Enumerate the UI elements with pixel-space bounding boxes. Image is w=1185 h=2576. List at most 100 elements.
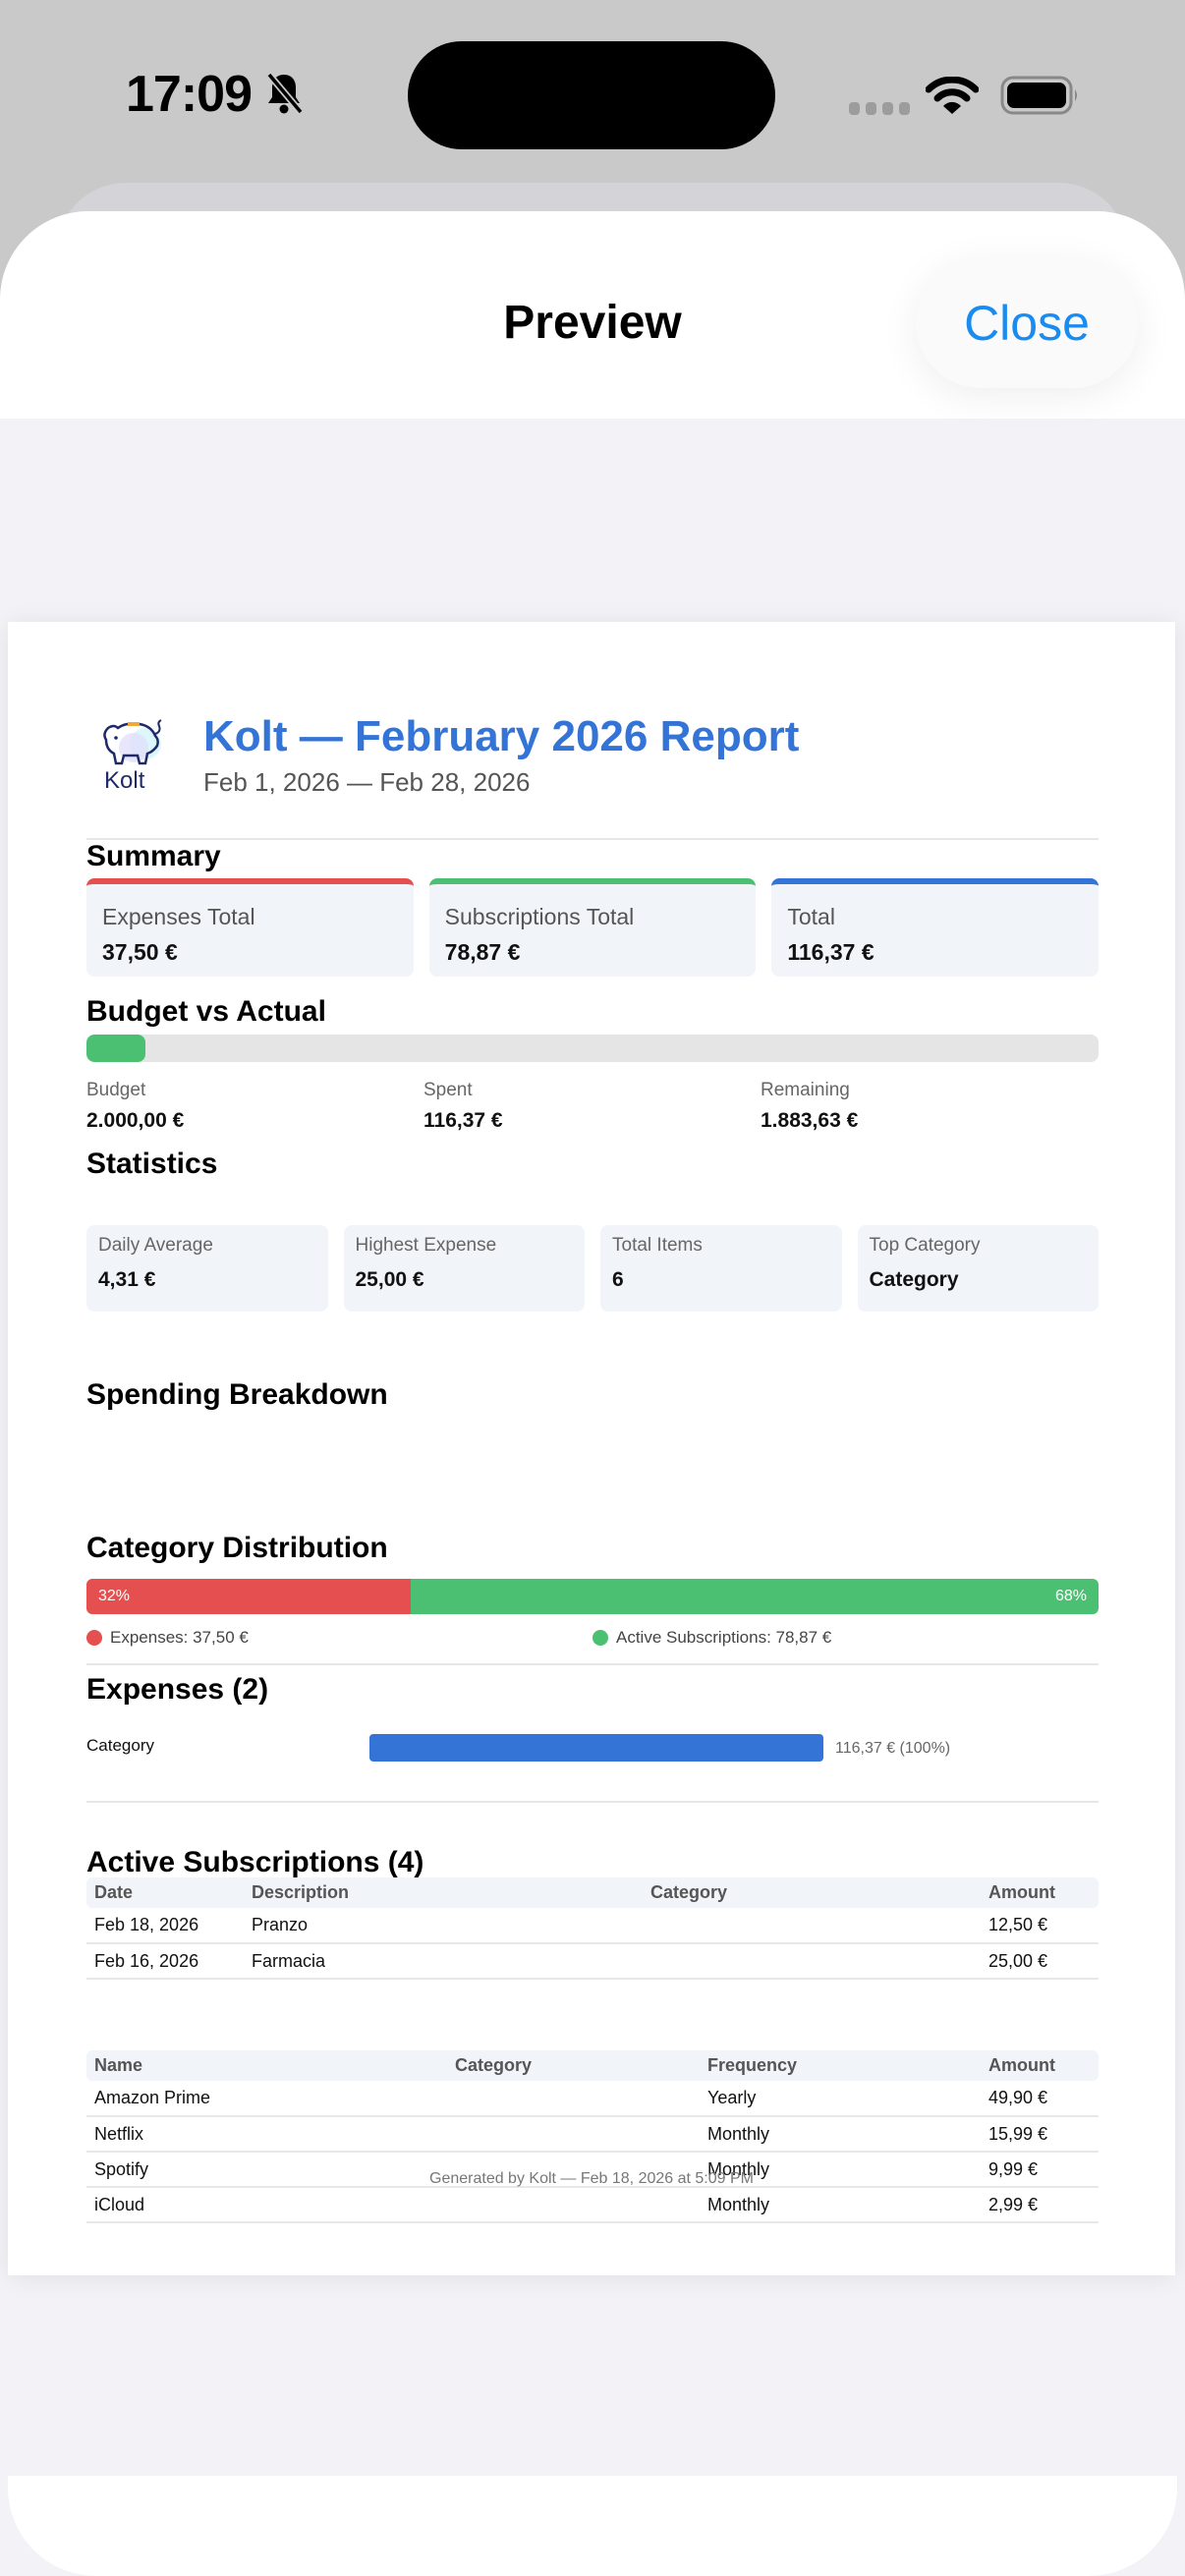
table-header-row: Date Description Category Amount — [86, 1877, 1099, 1908]
summary-card-subscriptions: Subscriptions Total 78,87 € — [428, 878, 757, 977]
table-row: iCloud Monthly 2,99 € — [86, 2187, 1099, 2223]
cell-description: Pranzo — [244, 1908, 643, 1944]
legend-dot-icon — [592, 1630, 608, 1646]
summary-card-total: Total 116,37 € — [771, 878, 1100, 977]
divider — [86, 1663, 1099, 1665]
spending-breakdown-bar: 32% 68% — [86, 1579, 1099, 1614]
summary-cards: Expenses Total 37,50 € Subscriptions Tot… — [86, 878, 1100, 977]
stat-value: 25,00 € — [355, 1268, 424, 1291]
report-title: Kolt — February 2026 Report — [203, 712, 800, 760]
cell-frequency: Yearly — [700, 2081, 981, 2117]
cell-category — [643, 1943, 981, 1980]
divider — [86, 1801, 1099, 1803]
report-page[interactable]: Kolt Kolt — February 2026 Report Feb 1, … — [8, 622, 1175, 2275]
summary-title: Summary — [86, 840, 221, 872]
legend-item-expenses: Expenses: 37,50 € — [86, 1628, 592, 1648]
cell-frequency: Monthly — [700, 2187, 981, 2223]
summary-label: Subscriptions Total — [444, 904, 635, 929]
budget-stat-budget: Budget 2.000,00 € — [86, 1080, 423, 1133]
cell-category — [447, 2152, 700, 2188]
summary-value: 116,37 € — [787, 939, 875, 965]
summary-label: Expenses Total — [102, 904, 255, 929]
cell-frequency: Monthly — [700, 2152, 981, 2188]
dynamic-island — [408, 41, 775, 149]
stat-card-highest-expense: Highest Expense 25,00 € — [343, 1225, 585, 1312]
column-header: Name — [94, 2055, 143, 2075]
logo-text: Kolt — [104, 767, 145, 794]
stat-value: Category — [869, 1268, 959, 1291]
cell-amount: 9,99 € — [981, 2152, 1099, 2188]
stat-label: Top Category — [869, 1235, 981, 1256]
statistics-title: Statistics — [86, 1148, 218, 1180]
category-name: Category — [86, 1736, 154, 1755]
summary-card-expenses: Expenses Total 37,50 € — [86, 878, 414, 977]
table-row: Amazon Prime Yearly 49,90 € — [86, 2081, 1099, 2117]
table-row: Netflix Monthly 15,99 € — [86, 2116, 1099, 2153]
preview-sheet: Preview Close Kolt Kolt — February 2026 … — [0, 211, 1185, 2576]
cell-amount: 25,00 € — [981, 1943, 1099, 1980]
close-button[interactable]: Close — [916, 258, 1138, 388]
subscriptions-title: Active Subscriptions (4) — [86, 1846, 424, 1878]
table-row: Feb 16, 2026 Farmacia 25,00 € — [86, 1943, 1099, 1980]
column-header: Category — [650, 1882, 728, 1902]
budget-stat-value: 1.883,63 € — [761, 1109, 859, 1132]
battery-icon — [1000, 76, 1077, 115]
legend-item-subscriptions: Active Subscriptions: 78,87 € — [592, 1628, 1099, 1648]
summary-value: 78,87 € — [444, 939, 521, 965]
cell-amount: 15,99 € — [981, 2116, 1099, 2153]
stat-value: 6 — [612, 1268, 624, 1291]
budget-stat-value: 2.000,00 € — [86, 1109, 185, 1132]
column-header: Date — [94, 1882, 134, 1902]
breakdown-title: Spending Breakdown — [86, 1378, 388, 1411]
cell-amount: 2,99 € — [981, 2187, 1099, 2223]
column-header: Amount — [988, 1882, 1055, 1902]
stat-label: Total Items — [612, 1235, 703, 1256]
subscriptions-table: Name Category Frequency Amount Amazon Pr… — [86, 2050, 1099, 2223]
breakdown-segment-subscriptions: 68% — [410, 1579, 1099, 1614]
budget-stat-label: Spent — [423, 1080, 473, 1100]
report-body: Summary Expenses Total 37,50 € Subscript… — [86, 622, 1100, 2275]
report-header: Kolt Kolt — February 2026 Report Feb 1, … — [86, 712, 1099, 840]
status-time: 17:09 — [126, 66, 253, 123]
stat-card-total-items: Total Items 6 — [600, 1225, 842, 1312]
budget-stat-value: 116,37 € — [423, 1109, 503, 1132]
cell-name: Spotify — [86, 2152, 447, 2188]
cell-amount: 12,50 € — [981, 1908, 1099, 1944]
stat-value: 4,31 € — [98, 1268, 156, 1291]
budget-stat-label: Budget — [86, 1080, 146, 1100]
category-bar — [369, 1734, 823, 1762]
category-value: 116,37 € (100%) — [835, 1740, 951, 1757]
legend-label: Expenses: 37,50 € — [110, 1628, 249, 1647]
table-row: Spotify Monthly 9,99 € — [86, 2152, 1099, 2188]
breakdown-segment-expenses: 32% — [86, 1579, 411, 1614]
budget-stat-label: Remaining — [761, 1080, 850, 1100]
status-bar: 17:09 — [0, 0, 1185, 177]
expenses-title: Expenses (2) — [86, 1673, 269, 1706]
cell-description: Farmacia — [244, 1943, 643, 1980]
page-title: Preview — [503, 297, 682, 349]
stat-label: Daily Average — [98, 1235, 213, 1256]
column-header: Frequency — [707, 2055, 798, 2075]
cell-category — [447, 2116, 700, 2153]
signal-icon — [849, 102, 910, 115]
budget-progress-fill — [86, 1035, 145, 1062]
cell-category — [643, 1908, 981, 1944]
budget-stats: Budget 2.000,00 € Spent 116,37 € Remaini… — [86, 1080, 1099, 1133]
budget-progress-bar — [86, 1035, 1099, 1062]
bell-slash-icon — [266, 72, 304, 115]
table-row: Feb 18, 2026 Pranzo 12,50 € — [86, 1908, 1099, 1944]
cell-frequency: Monthly — [700, 2116, 981, 2153]
budget-stat-spent: Spent 116,37 € — [423, 1080, 761, 1133]
bottom-sheet-edge — [8, 2476, 1177, 2576]
column-header: Description — [252, 1882, 350, 1902]
stat-card-daily-average: Daily Average 4,31 € — [86, 1225, 328, 1312]
budget-title: Budget vs Actual — [86, 995, 326, 1028]
legend-dot-icon — [86, 1630, 102, 1646]
cell-name: iCloud — [86, 2187, 447, 2223]
budget-stat-remaining: Remaining 1.883,63 € — [761, 1080, 1098, 1133]
wifi-icon — [926, 77, 979, 114]
category-row: Category 116,37 € (100%) — [86, 1734, 1099, 1764]
cell-name: Netflix — [86, 2116, 447, 2153]
piggy-bank-logo-icon — [103, 719, 162, 765]
cell-date: Feb 18, 2026 — [86, 1908, 244, 1944]
